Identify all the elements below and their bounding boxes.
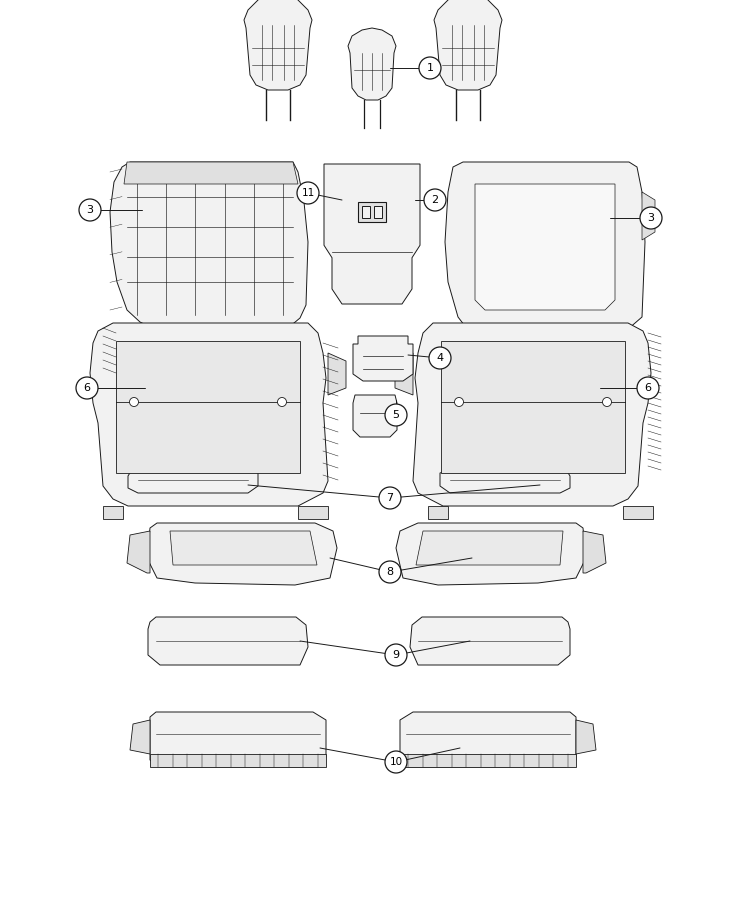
Polygon shape: [445, 162, 645, 330]
Text: 6: 6: [645, 383, 651, 393]
Polygon shape: [103, 506, 123, 519]
Circle shape: [385, 751, 407, 773]
Polygon shape: [576, 720, 596, 754]
Circle shape: [385, 644, 407, 666]
Polygon shape: [358, 202, 386, 221]
Text: 2: 2: [431, 195, 439, 205]
Text: 3: 3: [648, 213, 654, 223]
Circle shape: [130, 398, 139, 407]
Text: 6: 6: [84, 383, 90, 393]
Polygon shape: [428, 506, 448, 519]
Circle shape: [379, 561, 401, 583]
Circle shape: [637, 377, 659, 399]
Circle shape: [424, 189, 446, 211]
Polygon shape: [130, 720, 150, 754]
Polygon shape: [353, 336, 413, 381]
Polygon shape: [583, 531, 606, 573]
Polygon shape: [324, 164, 420, 304]
Circle shape: [379, 487, 401, 509]
Circle shape: [385, 404, 407, 426]
Polygon shape: [328, 353, 346, 395]
Text: 4: 4: [436, 353, 444, 363]
Circle shape: [454, 398, 464, 407]
Polygon shape: [148, 617, 308, 665]
Polygon shape: [400, 754, 576, 767]
Text: 8: 8: [387, 567, 393, 577]
Polygon shape: [150, 754, 326, 767]
Text: 10: 10: [390, 757, 402, 767]
Circle shape: [79, 199, 101, 221]
Polygon shape: [127, 531, 150, 573]
Polygon shape: [440, 468, 570, 493]
Circle shape: [602, 398, 611, 407]
Polygon shape: [244, 0, 312, 90]
Polygon shape: [147, 523, 337, 585]
Circle shape: [297, 182, 319, 204]
Polygon shape: [128, 468, 258, 493]
Polygon shape: [353, 395, 397, 437]
Circle shape: [277, 398, 287, 407]
Text: 9: 9: [393, 650, 399, 660]
Polygon shape: [348, 28, 396, 100]
Polygon shape: [362, 205, 370, 218]
Polygon shape: [416, 531, 563, 565]
Polygon shape: [410, 617, 570, 665]
Text: 11: 11: [302, 188, 315, 198]
Polygon shape: [110, 162, 308, 328]
Circle shape: [76, 377, 98, 399]
Polygon shape: [90, 323, 328, 506]
Polygon shape: [441, 341, 625, 473]
Polygon shape: [400, 712, 576, 767]
Polygon shape: [413, 323, 651, 506]
Polygon shape: [170, 531, 317, 565]
Polygon shape: [475, 184, 615, 310]
Polygon shape: [396, 523, 586, 585]
Text: 7: 7: [387, 493, 393, 503]
Polygon shape: [124, 162, 298, 184]
Text: 3: 3: [87, 205, 93, 215]
Circle shape: [640, 207, 662, 229]
Polygon shape: [298, 506, 328, 519]
Polygon shape: [395, 353, 413, 395]
Text: 5: 5: [393, 410, 399, 420]
Polygon shape: [374, 205, 382, 218]
Polygon shape: [434, 0, 502, 90]
Polygon shape: [150, 712, 326, 767]
Circle shape: [419, 57, 441, 79]
Polygon shape: [642, 192, 655, 240]
Circle shape: [429, 347, 451, 369]
Polygon shape: [623, 506, 653, 519]
Polygon shape: [116, 341, 300, 473]
Text: 1: 1: [427, 63, 433, 73]
